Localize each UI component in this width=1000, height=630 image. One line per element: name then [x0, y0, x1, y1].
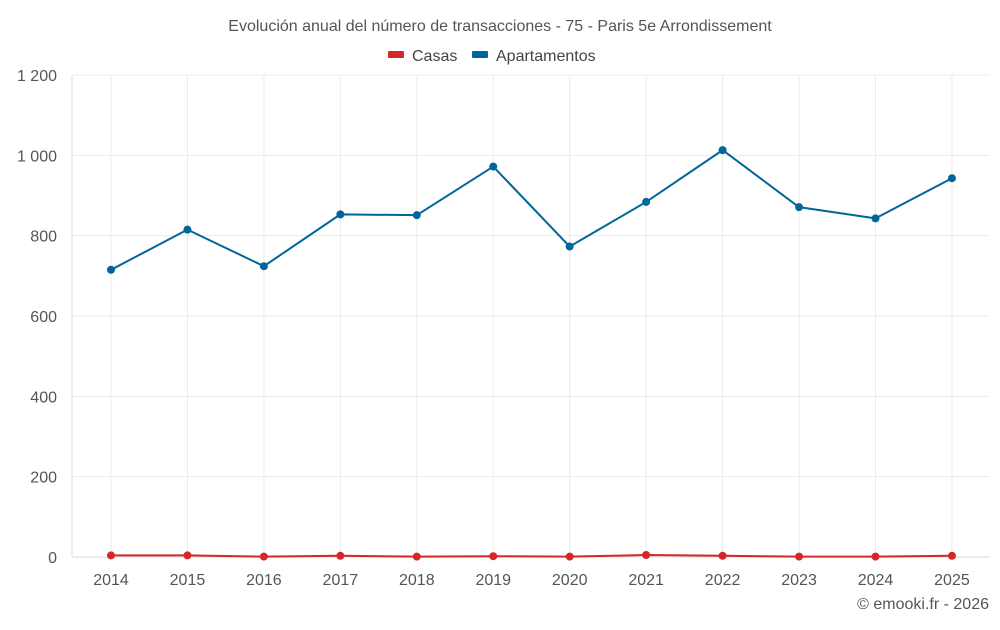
credit-text: © emooki.fr - 2026 [857, 596, 989, 613]
data-point-casas[interactable] [565, 552, 574, 561]
series-layer [107, 146, 956, 561]
x-tick-label: 2016 [246, 572, 282, 589]
y-axis: 0 200 400 600 800 1 000 1 200 [17, 68, 73, 567]
y-tick-label: 200 [30, 470, 57, 487]
x-tick-label: 2017 [323, 572, 359, 589]
x-tick-label: 2015 [170, 572, 206, 589]
x-axis: 2014 2015 2016 2017 2018 2019 2020 2021 2022 2023… [72, 556, 990, 589]
legend-label-casas[interactable]: Casas [412, 48, 457, 65]
data-point-casas[interactable] [336, 551, 345, 560]
data-point-apartamentos[interactable] [795, 203, 804, 212]
data-point-casas[interactable] [642, 550, 651, 559]
data-point-apartamentos[interactable] [412, 211, 421, 220]
x-tick-label: 2021 [628, 572, 664, 589]
y-tick-label: 0 [48, 550, 57, 567]
legend-label-apartamentos[interactable]: Apartamentos [496, 48, 596, 65]
x-tick-label: 2020 [552, 572, 588, 589]
data-point-apartamentos[interactable] [107, 265, 115, 274]
data-point-apartamentos[interactable] [565, 242, 574, 251]
data-point-apartamentos[interactable] [489, 162, 498, 171]
x-tick-label: 2025 [934, 572, 970, 589]
data-point-apartamentos[interactable] [336, 210, 345, 219]
chart-title: Evolución anual del número de transaccio… [228, 18, 772, 35]
x-tick-label: 2024 [858, 572, 894, 589]
data-point-casas[interactable] [489, 552, 498, 561]
y-tick-label: 800 [30, 229, 57, 246]
data-point-apartamentos[interactable] [259, 262, 268, 271]
data-point-casas[interactable] [412, 552, 421, 561]
data-point-casas[interactable] [259, 552, 268, 561]
data-point-apartamentos[interactable] [183, 225, 192, 234]
data-point-casas[interactable] [947, 551, 956, 560]
data-point-casas[interactable] [107, 551, 115, 560]
y-tick-label: 1 000 [17, 148, 57, 165]
y-tick-label: 1 200 [17, 68, 57, 85]
data-point-apartamentos[interactable] [718, 146, 727, 155]
data-point-apartamentos[interactable] [947, 174, 956, 183]
y-tick-label: 400 [30, 389, 57, 406]
series-line-apartamentos [110, 149, 953, 271]
data-point-casas[interactable] [718, 551, 727, 560]
grid [72, 74, 990, 558]
data-point-casas[interactable] [183, 551, 192, 560]
data-point-casas[interactable] [871, 552, 880, 561]
y-tick-label: 600 [30, 309, 57, 326]
x-tick-label: 2019 [475, 572, 511, 589]
data-point-casas[interactable] [795, 552, 804, 561]
series-line-casas [111, 553, 952, 558]
x-tick-label: 2014 [93, 572, 129, 589]
x-tick-label: 2018 [399, 572, 435, 589]
legend-swatch-apartamentos [472, 51, 488, 58]
legend: Casas Apartamentos [388, 48, 596, 65]
x-tick-label: 2023 [781, 572, 817, 589]
data-point-apartamentos[interactable] [642, 197, 651, 206]
data-point-apartamentos[interactable] [871, 214, 880, 223]
x-tick-label: 2022 [705, 572, 741, 589]
legend-swatch-casas [388, 51, 404, 58]
